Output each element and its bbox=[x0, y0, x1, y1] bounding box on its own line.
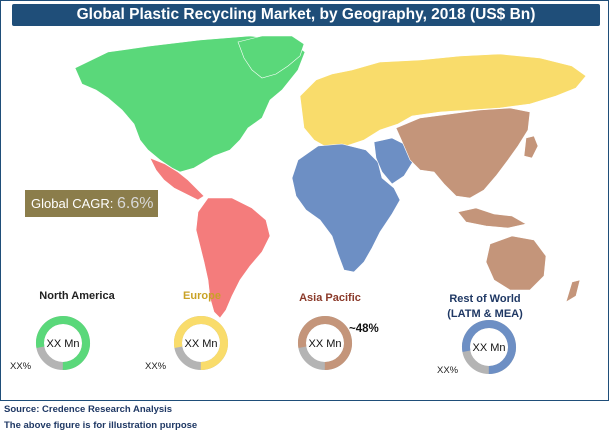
pct-rest-of-world: XX% bbox=[437, 365, 459, 376]
donut-center-label: XX Mn bbox=[46, 338, 79, 350]
map-greenland bbox=[237, 35, 305, 79]
map-middle-east bbox=[373, 137, 415, 185]
source-text: Source: Credence Research Analysis bbox=[4, 404, 173, 415]
pct-europe: XX% bbox=[145, 361, 167, 372]
donut-center-label: XX Mn bbox=[308, 338, 341, 350]
donut-ring-1 bbox=[174, 315, 228, 370]
donut-center-label: XX Mn bbox=[184, 338, 217, 350]
world-map bbox=[74, 35, 587, 319]
pct-north-america: XX% bbox=[10, 361, 32, 372]
label-rest-of-world: Rest of World (LATM & MEA) bbox=[447, 293, 523, 320]
label-north-america: North America bbox=[39, 290, 115, 302]
map-asia bbox=[395, 107, 531, 199]
map-australia bbox=[485, 235, 547, 291]
label-asia-pacific: Asia Pacific bbox=[299, 292, 361, 304]
donut-ring-2 bbox=[298, 315, 352, 370]
donut-ring-3 bbox=[462, 319, 516, 374]
map-japan bbox=[523, 135, 539, 159]
cagr-label: Global CAGR: bbox=[31, 196, 114, 211]
map-south-america bbox=[195, 197, 271, 319]
cagr-box: Global CAGR: 6.6% bbox=[25, 190, 158, 217]
pct-asia-pacific: ~48% bbox=[349, 323, 379, 335]
map-africa bbox=[291, 143, 401, 273]
cagr-value: 6.6% bbox=[117, 195, 154, 212]
donut-north-america: XX Mn bbox=[36, 315, 90, 370]
donut-rest-of-world: XX Mn bbox=[462, 319, 516, 374]
chart-title: Global Plastic Recycling Market, by Geog… bbox=[12, 4, 600, 26]
donut-ring-0 bbox=[36, 315, 90, 370]
donut-center-label: XX Mn bbox=[472, 342, 505, 354]
donut-europe: XX Mn bbox=[174, 315, 228, 370]
map-new-zealand bbox=[565, 279, 581, 303]
map-indonesia bbox=[457, 207, 527, 229]
donut-asia-pacific: XX Mn bbox=[298, 315, 352, 370]
map-europe-russia bbox=[299, 53, 587, 149]
footer: Source: Credence Research Analysis The a… bbox=[0, 400, 609, 433]
label-europe: Europe bbox=[183, 290, 221, 302]
map-central-america bbox=[149, 157, 205, 201]
note-text: The above figure is for illustration pur… bbox=[4, 420, 198, 431]
